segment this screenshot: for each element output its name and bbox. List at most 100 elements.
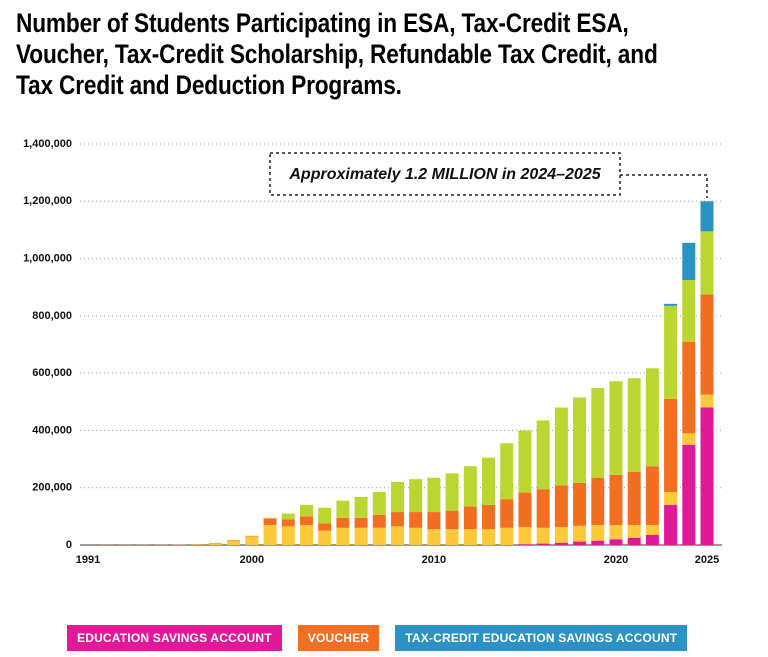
- bar-segment: [664, 303, 678, 306]
- bar-segment: [281, 519, 295, 527]
- bar-segment: [336, 517, 350, 528]
- bar-segment: [645, 466, 659, 525]
- x-tick-label: 2020: [604, 554, 628, 566]
- bar-segment: [700, 201, 714, 232]
- bar-segment: [463, 529, 477, 545]
- y-tick-label: 1,000,000: [23, 252, 72, 264]
- bar-segment: [573, 397, 587, 483]
- bar-segment: [554, 485, 568, 527]
- bar-segment: [645, 534, 659, 545]
- bar-segment: [627, 471, 641, 525]
- bar-segment: [536, 420, 550, 490]
- bar-segment: [664, 305, 678, 399]
- bar-segment: [409, 512, 423, 528]
- bar-segment: [591, 540, 605, 545]
- chart-title: Number of Students Participating in ESA,…: [16, 8, 658, 100]
- bar-segment: [190, 544, 204, 545]
- bar-segment: [682, 280, 696, 342]
- x-tick-label: 1991: [76, 554, 100, 566]
- bar-segment: [664, 504, 678, 545]
- bar-segment: [427, 529, 441, 545]
- bar-segment: [391, 512, 404, 527]
- bar-segment: [554, 542, 568, 545]
- bar-segment: [372, 492, 386, 515]
- bar-segment: [354, 496, 368, 518]
- bar-segment: [591, 388, 605, 478]
- bar-segment: [427, 477, 441, 513]
- bar-segment: [700, 407, 714, 545]
- bar-segment: [536, 489, 550, 528]
- y-tick-label: 400,000: [32, 424, 72, 436]
- legend-item: EDUCATION SAVINGS ACCOUNT: [67, 625, 282, 651]
- bar-segment: [664, 492, 678, 505]
- y-tick-label: 1,200,000: [23, 195, 72, 207]
- annotation-box: [269, 152, 621, 196]
- bar-segment: [700, 394, 714, 408]
- y-tick-label: 0: [66, 539, 72, 551]
- bar-segment: [463, 466, 477, 507]
- bar-segment: [500, 527, 514, 545]
- bar-segment: [318, 507, 332, 524]
- bar-segment: [227, 540, 241, 545]
- bar-segment: [299, 516, 313, 525]
- bar-segment: [372, 514, 386, 528]
- annotation: Approximately 1.2 MILLION in 2024–2025: [288, 166, 601, 183]
- bar-segment: [318, 523, 332, 531]
- bar-segment: [281, 526, 295, 545]
- bar-segment: [554, 526, 568, 543]
- bar-segment: [299, 504, 313, 517]
- bar-segment: [427, 512, 441, 530]
- bar-segment: [554, 407, 568, 486]
- bar-segment: [409, 479, 423, 513]
- bar-segment: [500, 443, 514, 500]
- bar-segment: [445, 473, 459, 511]
- bar-segment: [245, 535, 259, 537]
- y-tick-label: 200,000: [32, 482, 72, 494]
- bar-segment: [518, 526, 532, 545]
- bar-segment: [354, 527, 368, 545]
- bar-segment: [518, 492, 532, 527]
- bar-segment: [536, 527, 550, 544]
- bar-segment: [609, 539, 623, 545]
- y-tick-label: 800,000: [32, 310, 72, 322]
- bar-segment: [445, 510, 459, 530]
- bar-segment: [645, 368, 659, 467]
- x-tick-label: 2010: [422, 554, 446, 566]
- bar-segment: [263, 524, 277, 545]
- bar-segment: [536, 543, 550, 545]
- bar-segment: [227, 540, 241, 541]
- bar-segment: [682, 433, 696, 445]
- bar-segment: [645, 524, 659, 535]
- bar-segment: [336, 500, 350, 518]
- bar-segment: [682, 444, 696, 545]
- bar-segment: [263, 517, 277, 519]
- annotation-leader: [620, 174, 708, 198]
- x-tick-label: 2000: [240, 554, 264, 566]
- bar-segment: [573, 525, 587, 542]
- bar-segment: [627, 537, 641, 545]
- bar-segment: [700, 231, 714, 295]
- bar-segment: [482, 504, 496, 530]
- bar-segment: [299, 524, 313, 545]
- bar-segment: [627, 524, 641, 538]
- bar-segment: [609, 381, 623, 475]
- bar-segment: [336, 527, 350, 545]
- legend-item: TAX-CREDIT EDUCATION SAVINGS ACCOUNT: [395, 625, 688, 651]
- bar-segment: [682, 242, 696, 281]
- bar-segment: [391, 481, 404, 513]
- bar-segment: [627, 378, 641, 472]
- bar-segment: [518, 430, 532, 493]
- bar-segment: [573, 541, 587, 545]
- x-tick-label: 2025: [695, 554, 719, 566]
- bar-segment: [518, 544, 532, 545]
- bar-segment: [700, 294, 714, 395]
- bar-segment: [500, 499, 514, 528]
- bar-segment: [591, 524, 605, 541]
- bar-segment: [318, 530, 332, 545]
- bar-segment: [245, 536, 259, 545]
- bar-segment: [409, 527, 423, 545]
- bar-segment: [482, 457, 496, 505]
- bar-segment: [445, 529, 459, 545]
